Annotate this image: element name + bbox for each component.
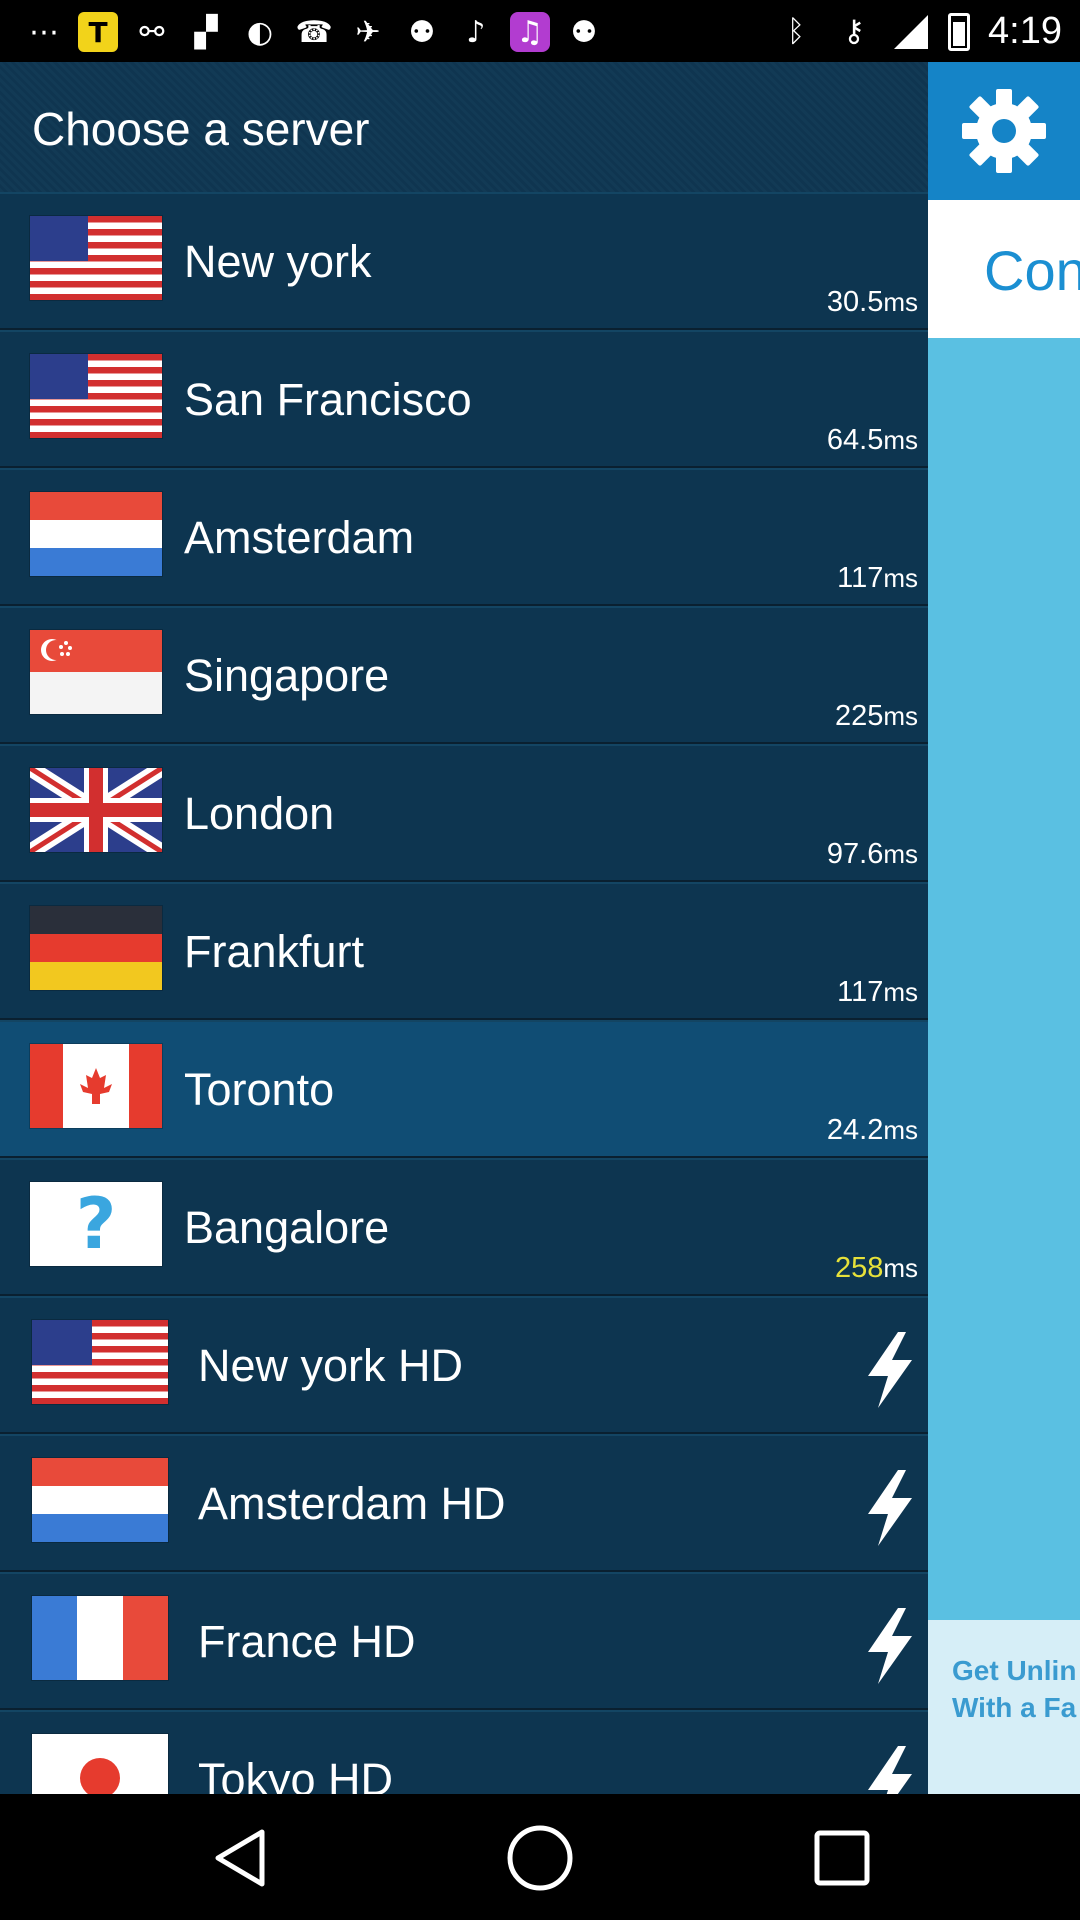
page-title: Choose a server: [32, 103, 370, 155]
runner-icon: ⚉: [408, 14, 436, 50]
server-row-bangalore[interactable]: ? Bangalore 258ms: [0, 1158, 928, 1296]
battery-icon: [948, 12, 971, 51]
runner-icon-2: ⚉: [570, 14, 598, 50]
server-name: New york: [184, 236, 372, 287]
server-row-new-york-hd[interactable]: New york HD: [0, 1296, 928, 1434]
server-row-frankfurt[interactable]: Frankfurt 117ms: [0, 882, 928, 1020]
home-icon: [507, 1825, 573, 1891]
ping-value: 97.6ms: [826, 838, 918, 870]
uk-flag-icon: [30, 768, 162, 852]
server-row-london[interactable]: London 97.6ms: [0, 744, 928, 882]
unknown-flag-icon: ?: [30, 1182, 162, 1266]
connect-button[interactable]: Con: [928, 200, 1080, 338]
server-row-amsterdam[interactable]: Amsterdam 117ms: [0, 468, 928, 606]
main-screen-edge: Con Get Unlin With a Fa: [928, 62, 1080, 1794]
ping-value: 117ms: [837, 562, 918, 594]
nl-flag-icon: [30, 492, 162, 576]
promo-banner[interactable]: Get Unlin With a Fa: [928, 1620, 1080, 1794]
status-bar: ⋯ T ⚯ ▞ ◐ ☎ ✈ ⚉ ♪ ♫ ⚉ ᛒ ⚷ 4:19: [0, 0, 1080, 62]
lightning-icon: [868, 1608, 912, 1684]
lightning-icon: [868, 1470, 912, 1546]
server-row-france-hd[interactable]: France HD: [0, 1572, 928, 1710]
guitar-icon: ♪: [466, 14, 486, 50]
ping-value: 64.5ms: [826, 424, 918, 456]
navigation-bar: [0, 1794, 1080, 1920]
usb-icon: ⚯: [139, 14, 165, 50]
plane-icon: ✈: [355, 14, 381, 50]
home-button[interactable]: [498, 1816, 582, 1900]
ping-value: 30.5ms: [826, 286, 918, 318]
nl-flag-icon: [32, 1458, 168, 1542]
t-app-icon: T: [78, 12, 118, 52]
server-name: London: [184, 788, 335, 839]
server-name: Tokyo HD: [198, 1754, 394, 1794]
recents-icon: [814, 1830, 870, 1886]
flipboard-icon: ▞: [194, 14, 218, 50]
server-name: Toronto: [184, 1064, 335, 1115]
server-row-tokyo-hd[interactable]: Tokyo HD: [0, 1710, 928, 1794]
sg-flag-icon: [30, 630, 162, 714]
server-row-new-york[interactable]: New york 30.5ms: [0, 192, 928, 330]
back-button[interactable]: [198, 1816, 282, 1900]
notification-icons: ⋯ T ⚯ ▞ ◐ ☎ ✈ ⚉ ♪ ♫ ⚉: [24, 12, 604, 52]
ping-value: 225ms: [834, 700, 918, 732]
ca-flag-icon: [30, 1044, 162, 1128]
app: Choose a server New york 30.5ms: [0, 62, 1080, 1794]
lightning-icon: [868, 1332, 912, 1408]
lightning-icon: [868, 1746, 912, 1794]
server-name: Bangalore: [184, 1202, 390, 1253]
gear-icon: [962, 89, 1046, 173]
clock: 4:19: [988, 10, 1062, 52]
drawer-header: Choose a server: [0, 62, 928, 192]
server-row-san-francisco[interactable]: San Francisco 64.5ms: [0, 330, 928, 468]
promo-text: Get Unlin With a Fa: [952, 1655, 1077, 1723]
server-row-singapore[interactable]: Singapore 225ms: [0, 606, 928, 744]
back-icon: [215, 1829, 265, 1887]
us-flag-icon: [30, 354, 162, 438]
server-name: Amsterdam: [184, 512, 415, 563]
settings-button[interactable]: [928, 62, 1080, 200]
ping-value: 258ms: [834, 1252, 918, 1284]
de-flag-icon: [30, 906, 162, 990]
server-drawer: Choose a server New york 30.5ms: [0, 62, 928, 1794]
jp-flag-icon: [32, 1734, 168, 1794]
server-name: Singapore: [184, 650, 390, 701]
server-row-toronto[interactable]: Toronto 24.2ms: [0, 1020, 928, 1158]
server-row-amsterdam-hd[interactable]: Amsterdam HD: [0, 1434, 928, 1572]
dots-icon: ⋯: [29, 14, 59, 50]
connect-label: Con: [984, 239, 1080, 302]
phone-icon: ☎: [295, 14, 333, 50]
ping-value: 24.2ms: [826, 1114, 918, 1146]
us-flag-icon: [32, 1320, 168, 1404]
us-flag-icon: [30, 216, 162, 300]
server-name: New york HD: [198, 1340, 464, 1391]
server-name: Frankfurt: [184, 926, 365, 977]
server-list: New york 30.5ms San Francisco 64.5ms: [0, 192, 928, 1794]
server-name: France HD: [198, 1616, 416, 1667]
key-icon: ⚷: [843, 14, 866, 49]
signal-icon: [894, 14, 929, 49]
ping-value: 117ms: [837, 976, 918, 1008]
server-name: San Francisco: [184, 374, 472, 425]
fr-flag-icon: [32, 1596, 168, 1680]
bluetooth-icon: ᛒ: [787, 14, 806, 49]
music-icon: ♫: [510, 12, 550, 52]
moon-icon: ◐: [246, 14, 274, 50]
question-mark-icon: ?: [75, 1183, 117, 1265]
system-icons: ᛒ ⚷ 4:19: [776, 10, 1062, 53]
recents-button[interactable]: [800, 1816, 884, 1900]
server-name: Amsterdam HD: [198, 1478, 506, 1529]
